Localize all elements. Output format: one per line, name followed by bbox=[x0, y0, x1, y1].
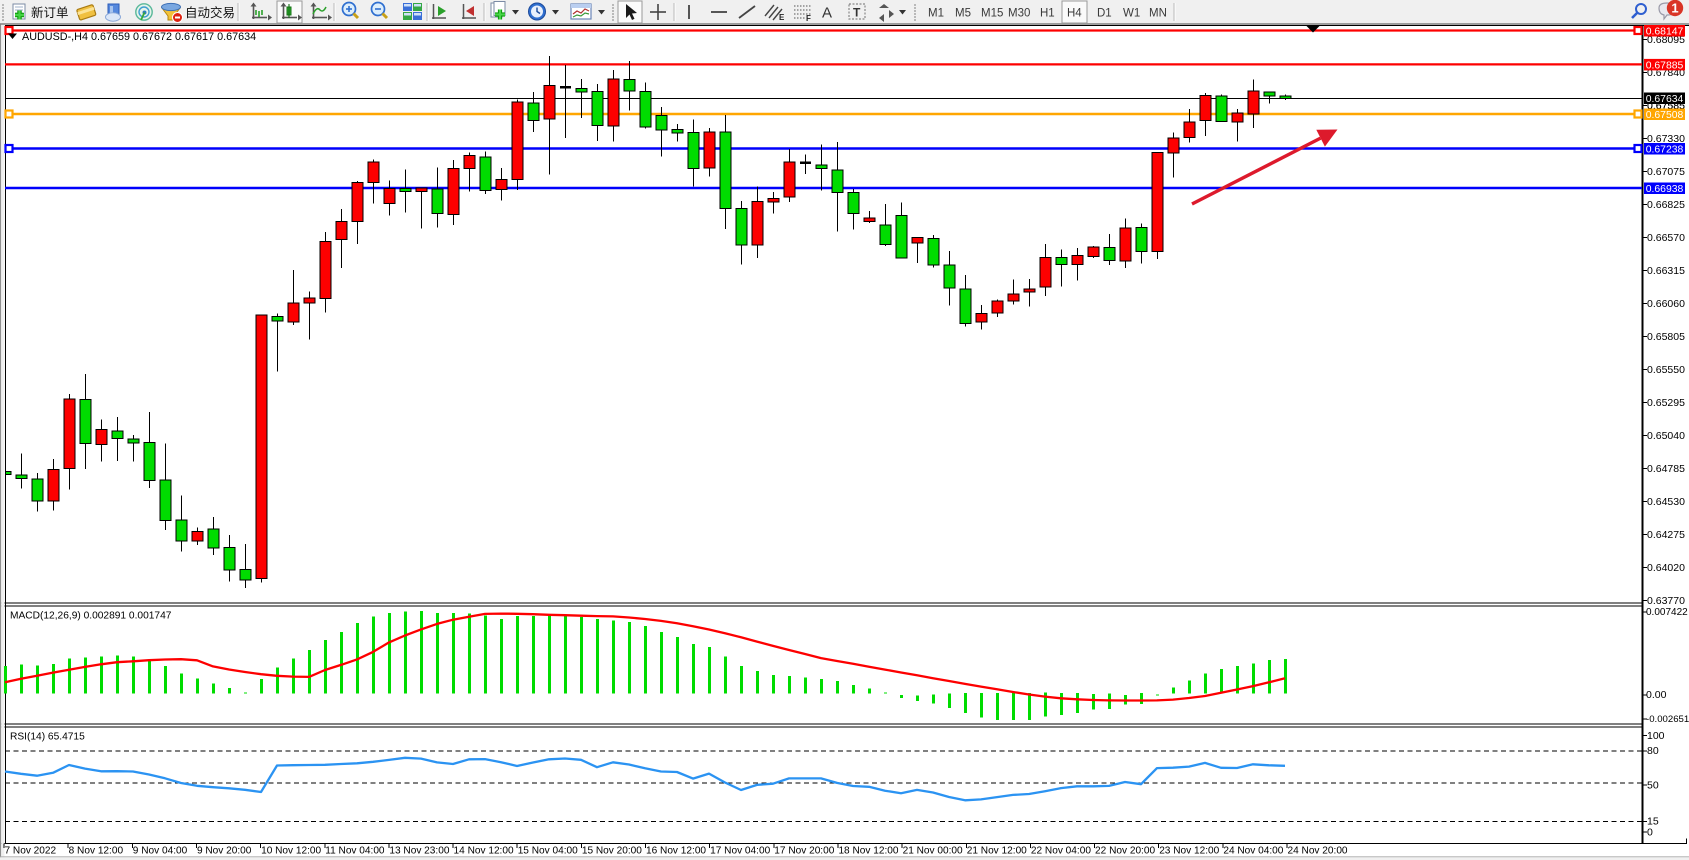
svg-text:21 Nov 12:00: 21 Nov 12:00 bbox=[967, 846, 1027, 857]
svg-text:0.64785: 0.64785 bbox=[1647, 463, 1685, 475]
svg-text:50: 50 bbox=[1647, 779, 1659, 791]
svg-text:M1: M1 bbox=[928, 8, 944, 20]
svg-text:0.66570: 0.66570 bbox=[1647, 232, 1685, 244]
svg-text:100: 100 bbox=[1647, 730, 1665, 742]
svg-text:0.00: 0.00 bbox=[1646, 689, 1667, 701]
svg-text:0.65805: 0.65805 bbox=[1647, 331, 1685, 343]
svg-text:MACD(12,26,9) 0.002891 0.00174: MACD(12,26,9) 0.002891 0.001747 bbox=[10, 611, 172, 622]
svg-text:13 Nov 23:00: 13 Nov 23:00 bbox=[389, 846, 449, 857]
svg-text:0.67634: 0.67634 bbox=[1646, 94, 1684, 105]
svg-text:0.64020: 0.64020 bbox=[1647, 562, 1685, 574]
svg-text:0.65550: 0.65550 bbox=[1647, 364, 1685, 376]
svg-text:11 Nov 04:00: 11 Nov 04:00 bbox=[325, 846, 385, 857]
svg-text:0.66315: 0.66315 bbox=[1647, 265, 1685, 277]
svg-text:17 Nov 20:00: 17 Nov 20:00 bbox=[774, 846, 834, 857]
svg-text:MN: MN bbox=[1149, 8, 1167, 20]
svg-text:22 Nov 20:00: 22 Nov 20:00 bbox=[1095, 846, 1155, 857]
svg-text:21 Nov 00:00: 21 Nov 00:00 bbox=[903, 846, 963, 857]
svg-text:RSI(14) 65.4715: RSI(14) 65.4715 bbox=[10, 732, 85, 743]
svg-text:80: 80 bbox=[1647, 745, 1659, 757]
svg-text:0.66825: 0.66825 bbox=[1647, 199, 1685, 211]
svg-text:W1: W1 bbox=[1123, 8, 1140, 20]
svg-text:E: E bbox=[779, 13, 785, 22]
svg-text:0.64530: 0.64530 bbox=[1647, 496, 1685, 508]
svg-text:9 Nov 20:00: 9 Nov 20:00 bbox=[197, 846, 252, 857]
svg-text:23 Nov 12:00: 23 Nov 12:00 bbox=[1159, 846, 1219, 857]
svg-text:M30: M30 bbox=[1008, 8, 1030, 20]
svg-text:-0.002651: -0.002651 bbox=[1646, 714, 1689, 725]
svg-text:18 Nov 12:00: 18 Nov 12:00 bbox=[838, 846, 898, 857]
svg-text:T: T bbox=[853, 6, 861, 20]
svg-text:0.68095: 0.68095 bbox=[1647, 34, 1685, 46]
svg-text:A: A bbox=[822, 5, 832, 22]
svg-text:15 Nov 20:00: 15 Nov 20:00 bbox=[582, 846, 642, 857]
svg-text:AUDUSD-,H4 0.67659 0.67672 0.: AUDUSD-,H4 0.67659 0.67672 0.67617 0.676… bbox=[22, 31, 256, 43]
svg-text:0.64275: 0.64275 bbox=[1647, 529, 1685, 541]
svg-text:0.65295: 0.65295 bbox=[1647, 397, 1685, 409]
svg-text:0.007422: 0.007422 bbox=[1646, 607, 1688, 618]
svg-text:D1: D1 bbox=[1097, 8, 1112, 20]
svg-text:0.63770: 0.63770 bbox=[1647, 595, 1685, 607]
svg-text:22 Nov 04:00: 22 Nov 04:00 bbox=[1031, 846, 1091, 857]
svg-text:新订单: 新订单 bbox=[31, 5, 69, 20]
svg-text:0.65040: 0.65040 bbox=[1647, 430, 1685, 442]
svg-text:9 Nov 04:00: 9 Nov 04:00 bbox=[133, 846, 188, 857]
svg-text:7 Nov 2022: 7 Nov 2022 bbox=[5, 846, 57, 857]
svg-text:0.68147: 0.68147 bbox=[1646, 26, 1684, 37]
svg-text:0.66938: 0.66938 bbox=[1646, 184, 1684, 195]
svg-text:24 Nov 20:00: 24 Nov 20:00 bbox=[1288, 846, 1348, 857]
svg-text:M5: M5 bbox=[955, 8, 971, 20]
svg-text:0.66060: 0.66060 bbox=[1647, 298, 1685, 310]
svg-text:1: 1 bbox=[1671, 1, 1678, 16]
svg-text:0.67075: 0.67075 bbox=[1647, 166, 1685, 178]
svg-text:0: 0 bbox=[1647, 826, 1653, 838]
svg-text:15 Nov 04:00: 15 Nov 04:00 bbox=[518, 846, 578, 857]
svg-text:8 Nov 12:00: 8 Nov 12:00 bbox=[69, 846, 124, 857]
svg-text:0.67508: 0.67508 bbox=[1646, 110, 1684, 121]
svg-text:10 Nov 12:00: 10 Nov 12:00 bbox=[261, 846, 321, 857]
svg-text:F: F bbox=[806, 14, 811, 23]
svg-text:17 Nov 04:00: 17 Nov 04:00 bbox=[710, 846, 770, 857]
svg-text:15: 15 bbox=[1647, 816, 1659, 828]
svg-text:0.67238: 0.67238 bbox=[1646, 144, 1684, 155]
svg-text:H4: H4 bbox=[1067, 8, 1082, 20]
svg-text:0.67885: 0.67885 bbox=[1646, 60, 1684, 71]
svg-text:H1: H1 bbox=[1040, 8, 1055, 20]
svg-text:16 Nov 12:00: 16 Nov 12:00 bbox=[646, 846, 706, 857]
svg-text:0.67330: 0.67330 bbox=[1647, 133, 1685, 145]
svg-text:自动交易: 自动交易 bbox=[185, 5, 235, 20]
svg-text:24 Nov 04:00: 24 Nov 04:00 bbox=[1223, 846, 1283, 857]
svg-text:14 Nov 12:00: 14 Nov 12:00 bbox=[454, 846, 514, 857]
svg-text:M15: M15 bbox=[981, 8, 1003, 20]
